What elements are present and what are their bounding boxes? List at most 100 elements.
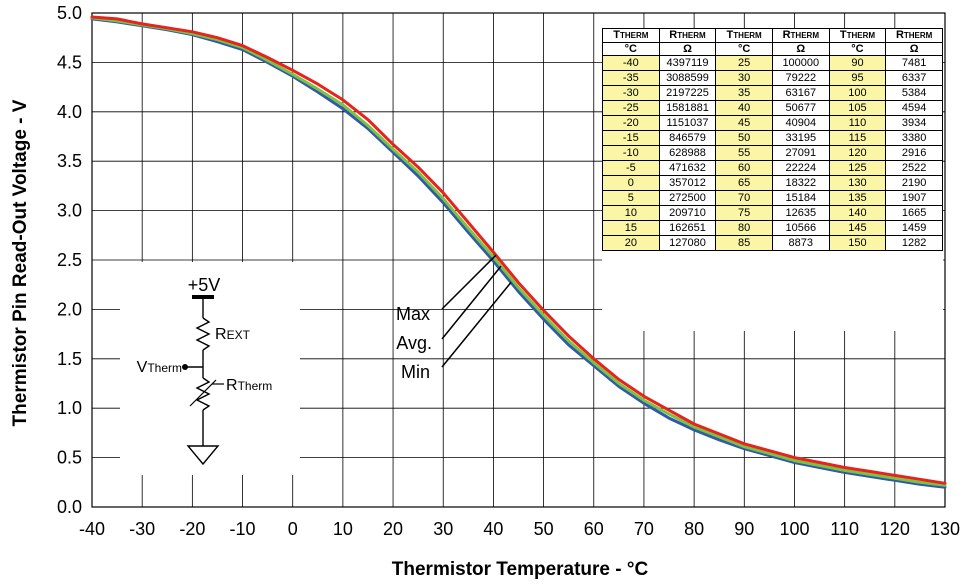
temperature-cell: 150 xyxy=(828,235,887,251)
temperature-cell: 30 xyxy=(715,70,773,86)
y-tick-label: 2.0 xyxy=(57,299,82,319)
resistance-cell: 471632 xyxy=(658,160,717,176)
temperature-cell: 90 xyxy=(828,55,887,71)
column-header: TTHERM xyxy=(602,28,660,43)
resistance-cell: 63167 xyxy=(771,85,830,101)
table-row: -20 1151037 45 40904 110 3934 xyxy=(602,115,943,131)
resistance-cell: 628988 xyxy=(658,145,717,161)
temperature-cell: -40 xyxy=(602,55,660,71)
legend-label-avg: Avg. xyxy=(396,333,432,353)
legend-leader-min xyxy=(441,281,512,368)
temperature-cell: 145 xyxy=(828,220,887,236)
temperature-cell: -30 xyxy=(602,85,660,101)
temperature-cell: 40 xyxy=(715,100,773,116)
unit-header: °C xyxy=(602,42,660,56)
x-tick-label: 110 xyxy=(830,519,859,539)
resistance-cell: 4594 xyxy=(885,100,943,116)
resistance-cell: 846579 xyxy=(658,130,717,146)
y-tick-label: 0.0 xyxy=(57,497,82,517)
vtherm-label: VTherm xyxy=(137,359,182,376)
y-tick-label: 1.0 xyxy=(57,398,82,418)
table-unit-row: °C Ω °C Ω °C Ω xyxy=(602,42,943,56)
table-row: -10 628988 55 27091 120 2916 xyxy=(602,145,943,161)
resistance-cell: 209710 xyxy=(658,205,717,221)
table-row: 20 127080 85 8873 150 1282 xyxy=(602,235,943,251)
resistance-cell: 357012 xyxy=(658,175,717,191)
temperature-cell: 15 xyxy=(602,220,660,236)
temperature-cell: 105 xyxy=(828,100,887,116)
rext-label: REXT xyxy=(215,326,251,343)
thermistor-slash xyxy=(189,379,217,407)
x-tick-label: 130 xyxy=(930,519,960,539)
resistance-cell: 3380 xyxy=(885,130,943,146)
resistance-cell: 15184 xyxy=(771,190,830,206)
column-header: TTHERM xyxy=(828,28,887,43)
y-tick-label: 5.0 xyxy=(57,3,82,23)
resistance-cell: 7481 xyxy=(885,55,943,71)
temperature-cell: 135 xyxy=(828,190,887,206)
legend-leader-avg xyxy=(441,265,502,340)
resistance-cell: 1581881 xyxy=(658,100,717,116)
temperature-cell: 85 xyxy=(715,235,773,251)
table-row: 10 209710 75 12635 140 1665 xyxy=(602,205,943,221)
temperature-cell: 80 xyxy=(715,220,773,236)
x-axis-label: Thermistor Temperature - °C xyxy=(392,559,649,580)
temperature-cell: 110 xyxy=(828,115,887,131)
temperature-cell: -20 xyxy=(602,115,660,131)
x-tick-label: 50 xyxy=(534,519,554,539)
x-tick-label: 30 xyxy=(433,519,453,539)
resistance-cell: 27091 xyxy=(771,145,830,161)
table-row: -30 2197225 35 63167 100 5384 xyxy=(602,85,943,101)
x-tick-label: 90 xyxy=(734,519,754,539)
table-row: 15 162651 80 10566 145 1459 xyxy=(602,220,943,236)
temperature-cell: 140 xyxy=(828,205,887,221)
x-tick-label: -20 xyxy=(179,519,205,539)
temperature-cell: 45 xyxy=(715,115,773,131)
temperature-cell: 25 xyxy=(715,55,773,71)
resistance-cell: 2916 xyxy=(885,145,943,161)
resistance-cell: 162651 xyxy=(658,220,717,236)
resistance-cell: 1151037 xyxy=(658,115,717,131)
resistance-cell: 2197225 xyxy=(658,85,717,101)
resistance-cell: 50677 xyxy=(771,100,830,116)
temperature-cell: 50 xyxy=(715,130,773,146)
column-header: RTHERM xyxy=(658,28,717,43)
temperature-cell: 0 xyxy=(602,175,660,191)
temperature-cell: 20 xyxy=(602,235,660,251)
temperature-cell: 120 xyxy=(828,145,887,161)
resistance-cell: 22224 xyxy=(771,160,830,176)
temperature-cell: -10 xyxy=(602,145,660,161)
resistance-cell: 8873 xyxy=(771,235,830,251)
x-tick-label: -10 xyxy=(230,519,256,539)
series-line-avg xyxy=(90,16,947,487)
temperature-cell: 130 xyxy=(828,175,887,191)
resistance-cell: 4397119 xyxy=(658,55,717,71)
temperature-cell: 5 xyxy=(602,190,660,206)
temperature-cell: -25 xyxy=(602,100,660,116)
temperature-cell: -15 xyxy=(602,130,660,146)
resistance-cell: 40904 xyxy=(771,115,830,131)
table-row: -5 471632 60 22224 125 2522 xyxy=(602,160,943,176)
x-tick-label: 70 xyxy=(634,519,654,539)
resistance-table: TTHERM RTHERM TTHERM RTHERM TTHERM RTHER… xyxy=(602,28,943,251)
table-row: 0 357012 65 18322 130 2190 xyxy=(602,175,943,191)
resistance-cell: 33195 xyxy=(771,130,830,146)
node-dot xyxy=(182,364,188,370)
temperature-cell: 65 xyxy=(715,175,773,191)
resistance-cell: 5384 xyxy=(885,85,943,101)
table-row: -25 1581881 40 50677 105 4594 xyxy=(602,100,943,116)
legend-label-min: Min xyxy=(401,362,430,382)
table-row: -40 4397119 25 100000 90 7481 xyxy=(602,55,943,71)
x-tick-label: -40 xyxy=(79,519,105,539)
legend-label-max: Max xyxy=(396,304,430,324)
x-tick-label: -30 xyxy=(129,519,155,539)
resistance-cell: 2522 xyxy=(885,160,943,176)
circuit-diagram: +5V REXT VTherm RTherm xyxy=(120,262,300,475)
resistance-cell: 3934 xyxy=(885,115,943,131)
rext-resistor-icon xyxy=(195,317,211,351)
resistance-cell: 3088599 xyxy=(658,70,717,86)
resistance-cell: 12635 xyxy=(771,205,830,221)
unit-header: Ω xyxy=(658,42,717,56)
supply-label: +5V xyxy=(188,275,221,295)
temperature-cell: 115 xyxy=(828,130,887,146)
